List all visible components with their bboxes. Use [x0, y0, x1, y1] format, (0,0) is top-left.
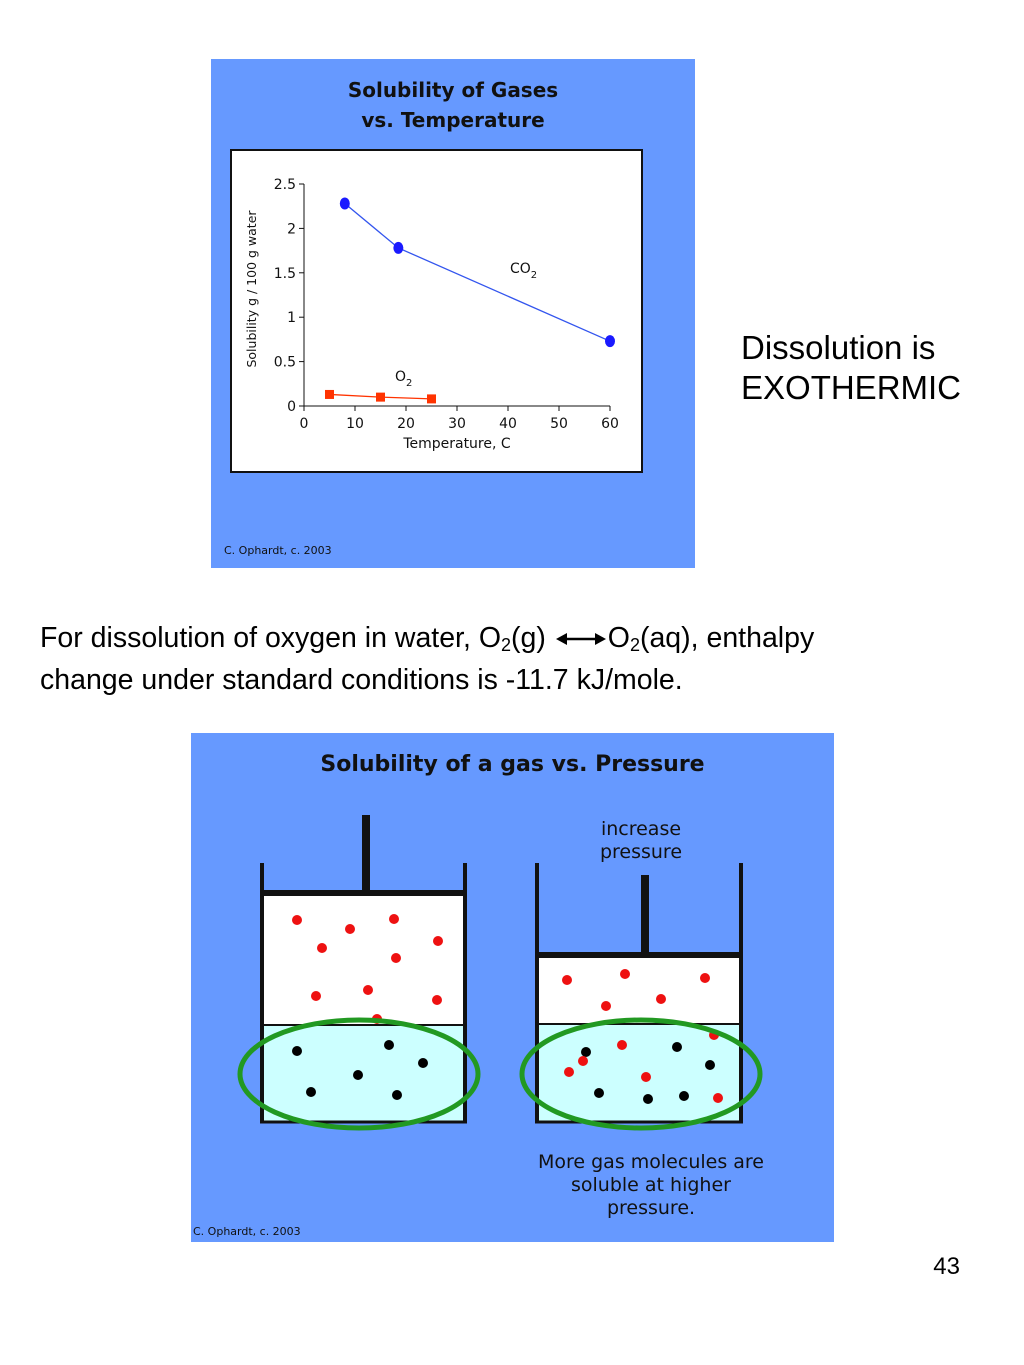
- increase-label-line1: increase: [600, 818, 682, 840]
- side-note-line1: Dissolution is: [741, 329, 936, 366]
- dissolved-molecule: [581, 1047, 591, 1057]
- data-point-o2: [325, 389, 334, 399]
- gas-molecule: [700, 973, 710, 983]
- chart-title-line1: Solubility of Gases: [347, 78, 559, 102]
- caption-line3: pressure.: [606, 1197, 696, 1219]
- equation-sub2: 2: [629, 635, 640, 655]
- x-tick-label: 50: [550, 416, 568, 432]
- x-tick-label: 40: [499, 416, 517, 432]
- dissolved-molecule: [306, 1087, 316, 1097]
- equation-o-symbol: O: [607, 622, 630, 654]
- gas-molecule: [292, 915, 302, 925]
- y-tick-label: 0.5: [274, 355, 296, 371]
- dissolved-molecule: [594, 1088, 604, 1098]
- gas-molecule: [345, 924, 355, 934]
- equation-state2: (aq), enthalpy: [639, 622, 815, 654]
- chart-credit: C. Ophardt, c. 2003: [224, 544, 332, 557]
- y-axis-label: Solubility g / 100 g water: [244, 210, 259, 368]
- gas-molecule: [433, 936, 443, 946]
- gas-molecule: [620, 969, 630, 979]
- side-note-line2: EXOTHERMIC: [741, 369, 962, 406]
- temperature-chart-panel: Solubility of Gases vs. Temperature 0 0.5…: [211, 59, 695, 568]
- pressure-credit: C. Ophardt, c. 2003: [193, 1225, 301, 1238]
- gas-molecule: [311, 991, 321, 1001]
- equation-state1: (g): [511, 622, 546, 654]
- dissolved-molecule: [384, 1040, 394, 1050]
- dissolved-molecule: [643, 1094, 653, 1104]
- right-highlight-ellipse: [519, 1017, 763, 1131]
- left-liquid: [264, 1025, 464, 1122]
- pressure-title: Solubility of a gas vs. Pressure: [320, 752, 705, 777]
- left-gas-space: [264, 893, 464, 1025]
- dissolved-molecule: [392, 1090, 402, 1100]
- x-tick-label: 30: [448, 416, 466, 432]
- x-tick-label: 20: [397, 416, 415, 432]
- dissolved-gas-molecule: [617, 1040, 627, 1050]
- increase-pressure-label: increase pressure: [561, 818, 721, 864]
- chart-plot-frame: 0 0.5 1 1.5 2 2.5 0 10 20 30 40 50 60 Temperature, C S…: [230, 149, 643, 473]
- dissolved-molecule: [418, 1058, 428, 1068]
- solubility-temperature-chart: 0 0.5 1 1.5 2 2.5 0 10 20 30 40 50 60 Temperature, C S…: [244, 177, 619, 452]
- dissolved-molecule: [353, 1070, 363, 1080]
- x-tick-label: 0: [300, 416, 309, 432]
- y-tick-label: 1: [287, 310, 296, 326]
- caption-line2: soluble at higher: [571, 1174, 731, 1196]
- data-point-co2: [339, 197, 350, 210]
- x-tick-label: 10: [346, 416, 364, 432]
- data-point-o2: [427, 394, 436, 404]
- left-piston-rod: [362, 815, 370, 893]
- gas-molecule: [391, 953, 401, 963]
- gas-molecule: [432, 995, 442, 1005]
- equation-sentence: For dissolution of oxygen in water, O2(g…: [40, 617, 1000, 701]
- dissolved-molecule: [705, 1060, 715, 1070]
- chart-title-line2: vs. Temperature: [361, 108, 545, 132]
- pressure-diagram: [237, 815, 763, 1131]
- caption-line1: More gas molecules are: [537, 1151, 764, 1173]
- gas-molecule: [317, 943, 327, 953]
- gas-molecule: [656, 994, 666, 1004]
- dissolved-gas-molecule: [641, 1072, 651, 1082]
- gas-molecule: [601, 1001, 611, 1011]
- data-point-co2: [393, 241, 404, 254]
- y-tick-label: 2: [287, 221, 296, 237]
- double-arrow-icon: [555, 633, 606, 646]
- data-point-co2: [605, 335, 615, 348]
- page-number: 43: [933, 1253, 960, 1280]
- y-tick-label: 0: [287, 399, 296, 415]
- gas-molecule: [363, 985, 373, 995]
- gas-molecule: [389, 914, 399, 924]
- left-highlight-ellipse: [237, 1017, 481, 1131]
- equation-prefix: For dissolution of oxygen in water, O: [40, 622, 501, 654]
- side-note: Dissolution is EXOTHERMIC: [741, 328, 1021, 408]
- equation-line1: For dissolution of oxygen in water, O2(g…: [40, 617, 1000, 659]
- increase-label-line2: pressure: [599, 841, 683, 863]
- right-gas-space: [539, 955, 740, 1024]
- right-piston-rod: [641, 875, 649, 955]
- equation-line2: change under standard conditions is -11.…: [40, 664, 683, 696]
- dissolved-molecule: [292, 1046, 302, 1056]
- x-axis-label: Temperature, C: [402, 436, 511, 452]
- dissolved-molecule: [679, 1091, 689, 1101]
- dissolved-gas-molecule: [713, 1093, 723, 1103]
- pressure-caption: More gas molecules are soluble at higher…: [491, 1151, 811, 1220]
- data-point-o2: [376, 392, 385, 402]
- y-tick-label: 1.5: [274, 266, 296, 282]
- gas-molecule: [562, 975, 572, 985]
- dissolved-gas-molecule: [564, 1067, 574, 1077]
- chart-title: Solubility of Gases vs. Temperature: [211, 75, 695, 135]
- series-label-co2: CO2: [510, 261, 537, 281]
- right-piston: [537, 952, 742, 958]
- x-tick-label: 60: [601, 416, 619, 432]
- equation-sub1: 2: [500, 635, 511, 655]
- series-line-co2: [344, 203, 611, 342]
- pressure-diagram-panel: Solubility of a gas vs. Pressure increas…: [191, 733, 834, 1242]
- dissolved-gas-molecule: [578, 1056, 588, 1066]
- dissolved-molecule: [672, 1042, 682, 1052]
- series-label-o2: O2: [395, 369, 412, 389]
- y-tick-label: 2.5: [274, 177, 296, 193]
